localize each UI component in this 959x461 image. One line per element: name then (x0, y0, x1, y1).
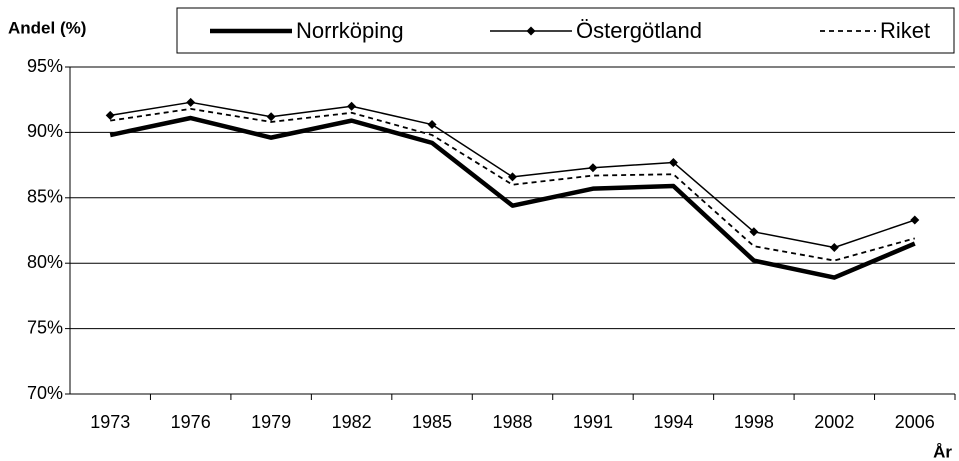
point (588, 163, 598, 173)
x-tick-label: 1991 (573, 412, 613, 432)
y-tick-label: 80% (27, 252, 63, 272)
point (668, 157, 678, 167)
point (186, 97, 196, 107)
x-tick-label: 1998 (734, 412, 774, 432)
x-tick-label: 2006 (895, 412, 935, 432)
point (829, 243, 839, 253)
x-tick-label: 1982 (332, 412, 372, 432)
legend-label: Östergötland (576, 18, 702, 43)
point (910, 215, 920, 225)
legend-marker (526, 26, 536, 36)
point (749, 227, 759, 237)
legend-label: Norrköping (296, 18, 404, 43)
series-line (109, 115, 916, 280)
point (105, 110, 115, 120)
x-tick-label: 1976 (171, 412, 211, 432)
point (266, 112, 276, 122)
x-tick-label: 1988 (492, 412, 532, 432)
y-tick-label: 85% (27, 187, 63, 207)
y-tick-label: 70% (27, 383, 63, 403)
x-tick-label: 1979 (251, 412, 291, 432)
x-tick-label: 1994 (653, 412, 693, 432)
x-axis-label: År (933, 442, 952, 461)
x-tick-label: 2002 (814, 412, 854, 432)
y-tick-label: 90% (27, 121, 63, 141)
x-tick-label: 1985 (412, 412, 452, 432)
y-axis-label: Andel (%) (8, 18, 86, 37)
point (347, 101, 357, 111)
y-tick-label: 95% (27, 56, 63, 76)
point (508, 172, 517, 182)
point (427, 120, 437, 130)
legend-label: Riket (880, 18, 930, 43)
y-tick-label: 75% (27, 317, 63, 337)
series-line (110, 107, 916, 262)
x-tick-label: 1973 (90, 412, 130, 432)
